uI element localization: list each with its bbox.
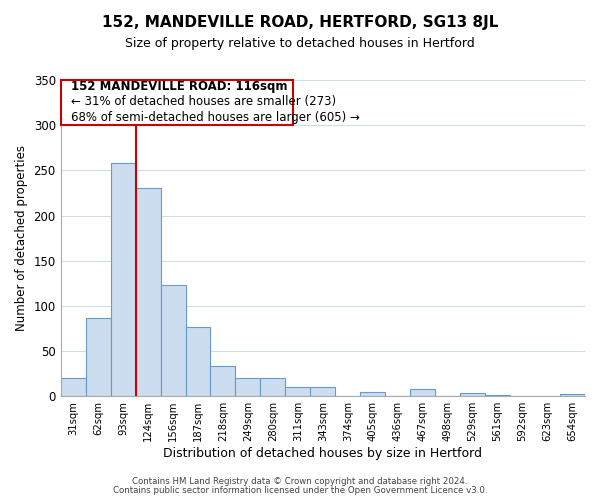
Bar bbox=[410, 389, 435, 396]
X-axis label: Distribution of detached houses by size in Hertford: Distribution of detached houses by size … bbox=[163, 447, 482, 460]
Text: Contains HM Land Registry data © Crown copyright and database right 2024.: Contains HM Land Registry data © Crown c… bbox=[132, 477, 468, 486]
FancyBboxPatch shape bbox=[61, 80, 293, 125]
Bar bbox=[360, 392, 385, 396]
Text: 68% of semi-detached houses are larger (605) →: 68% of semi-detached houses are larger (… bbox=[71, 112, 360, 124]
Bar bbox=[310, 387, 335, 396]
Bar bbox=[86, 318, 110, 396]
Bar bbox=[260, 378, 286, 396]
Bar bbox=[185, 326, 211, 396]
Bar bbox=[110, 163, 136, 396]
Y-axis label: Number of detached properties: Number of detached properties bbox=[15, 145, 28, 331]
Bar bbox=[211, 366, 235, 396]
Text: 152, MANDEVILLE ROAD, HERTFORD, SG13 8JL: 152, MANDEVILLE ROAD, HERTFORD, SG13 8JL bbox=[102, 15, 498, 30]
Text: ← 31% of detached houses are smaller (273): ← 31% of detached houses are smaller (27… bbox=[71, 95, 336, 108]
Bar bbox=[61, 378, 86, 396]
Bar bbox=[460, 394, 485, 396]
Text: Size of property relative to detached houses in Hertford: Size of property relative to detached ho… bbox=[125, 38, 475, 51]
Bar bbox=[286, 387, 310, 396]
Bar bbox=[560, 394, 585, 396]
Text: 152 MANDEVILLE ROAD: 116sqm: 152 MANDEVILLE ROAD: 116sqm bbox=[71, 80, 287, 93]
Text: Contains public sector information licensed under the Open Government Licence v3: Contains public sector information licen… bbox=[113, 486, 487, 495]
Bar bbox=[235, 378, 260, 396]
Bar bbox=[136, 188, 161, 396]
Bar bbox=[161, 285, 185, 396]
